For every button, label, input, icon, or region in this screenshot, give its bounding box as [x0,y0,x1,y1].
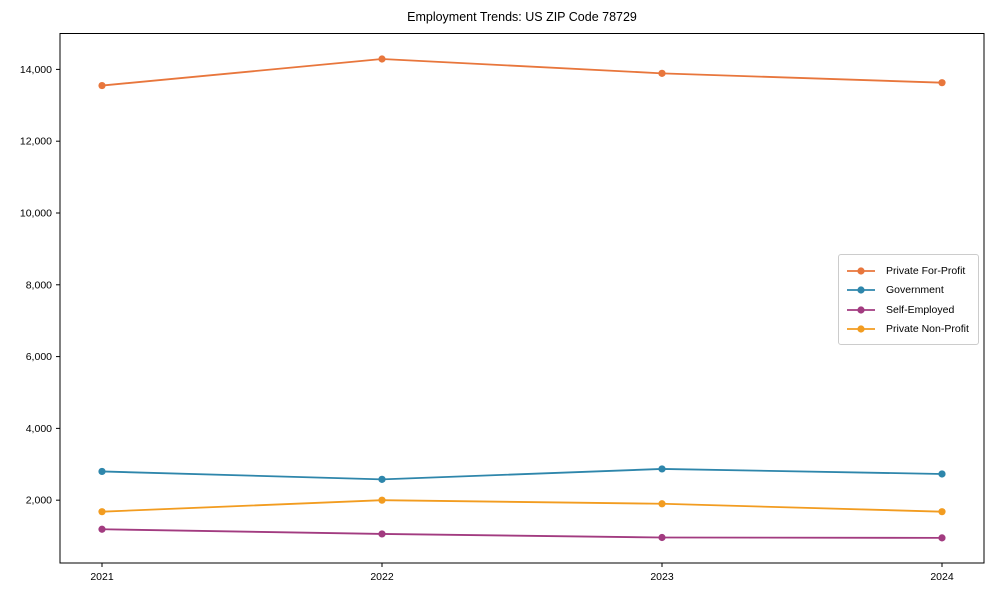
data-point-self-employed-2022 [378,530,386,538]
data-point-private-for-profit-2024 [938,79,946,87]
y-tick-label: 14,000 [20,64,52,76]
legend-item-government: Government [846,281,972,301]
y-tick-label: 10,000 [20,207,52,219]
legend-item-self-employed: Self-Employed [846,300,972,320]
legend-label: Government [886,284,944,297]
plot-border [59,33,985,564]
y-tick-label: 6,000 [26,351,52,363]
y-tick-label: 4,000 [26,423,52,435]
data-point-government-2021 [98,467,106,476]
series-line-private-non-profit [101,499,943,513]
x-tick-label: 2022 [370,571,394,583]
data-point-private-non-profit-2024 [938,508,946,516]
series-line-government [101,468,943,481]
chart-title: Employment Trends: US ZIP Code 78729 [407,10,637,24]
legend-line-marker-icon [847,286,875,294]
data-point-private-for-profit-2023 [658,69,666,77]
data-point-government-2024 [938,470,946,478]
y-tick-label: 12,000 [20,136,52,148]
legend-item-private-for-profit: Private For-Profit [846,261,972,281]
series-line-private-for-profit [101,58,943,87]
legend-label: Private For-Profit [886,264,966,277]
legend-label: Self-Employed [886,303,955,316]
data-point-private-non-profit-2022 [378,496,386,504]
y-tick-label: 2,000 [26,495,52,507]
series-line-self-employed [101,528,943,539]
x-tick-label: 2021 [90,571,114,583]
legend-item-private-non-profit: Private Non-Profit [846,320,972,340]
x-tick-label: 2023 [650,571,674,583]
x-tick-label: 2024 [930,571,954,583]
legend-line-marker-icon [847,325,875,333]
legend-label: Private Non-Profit [886,323,969,336]
data-point-government-2022 [378,475,386,483]
data-point-private-non-profit-2021 [98,508,106,516]
data-point-self-employed-2024 [938,534,946,542]
data-point-private-non-profit-2023 [658,500,666,508]
legend-line-marker-icon [847,267,875,275]
data-point-private-for-profit-2022 [378,55,386,63]
data-point-self-employed-2023 [658,533,666,542]
legend: Private For-Profit Government Self-Employe… [838,254,979,345]
data-point-government-2023 [658,465,666,473]
data-point-self-employed-2021 [98,525,106,533]
legend-line-marker-icon [847,306,875,314]
y-tick-label: 8,000 [26,279,52,291]
data-point-private-for-profit-2021 [98,81,106,90]
